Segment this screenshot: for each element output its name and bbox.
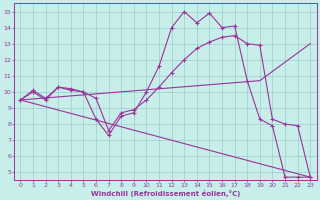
X-axis label: Windchill (Refroidissement éolien,°C): Windchill (Refroidissement éolien,°C) (91, 190, 240, 197)
